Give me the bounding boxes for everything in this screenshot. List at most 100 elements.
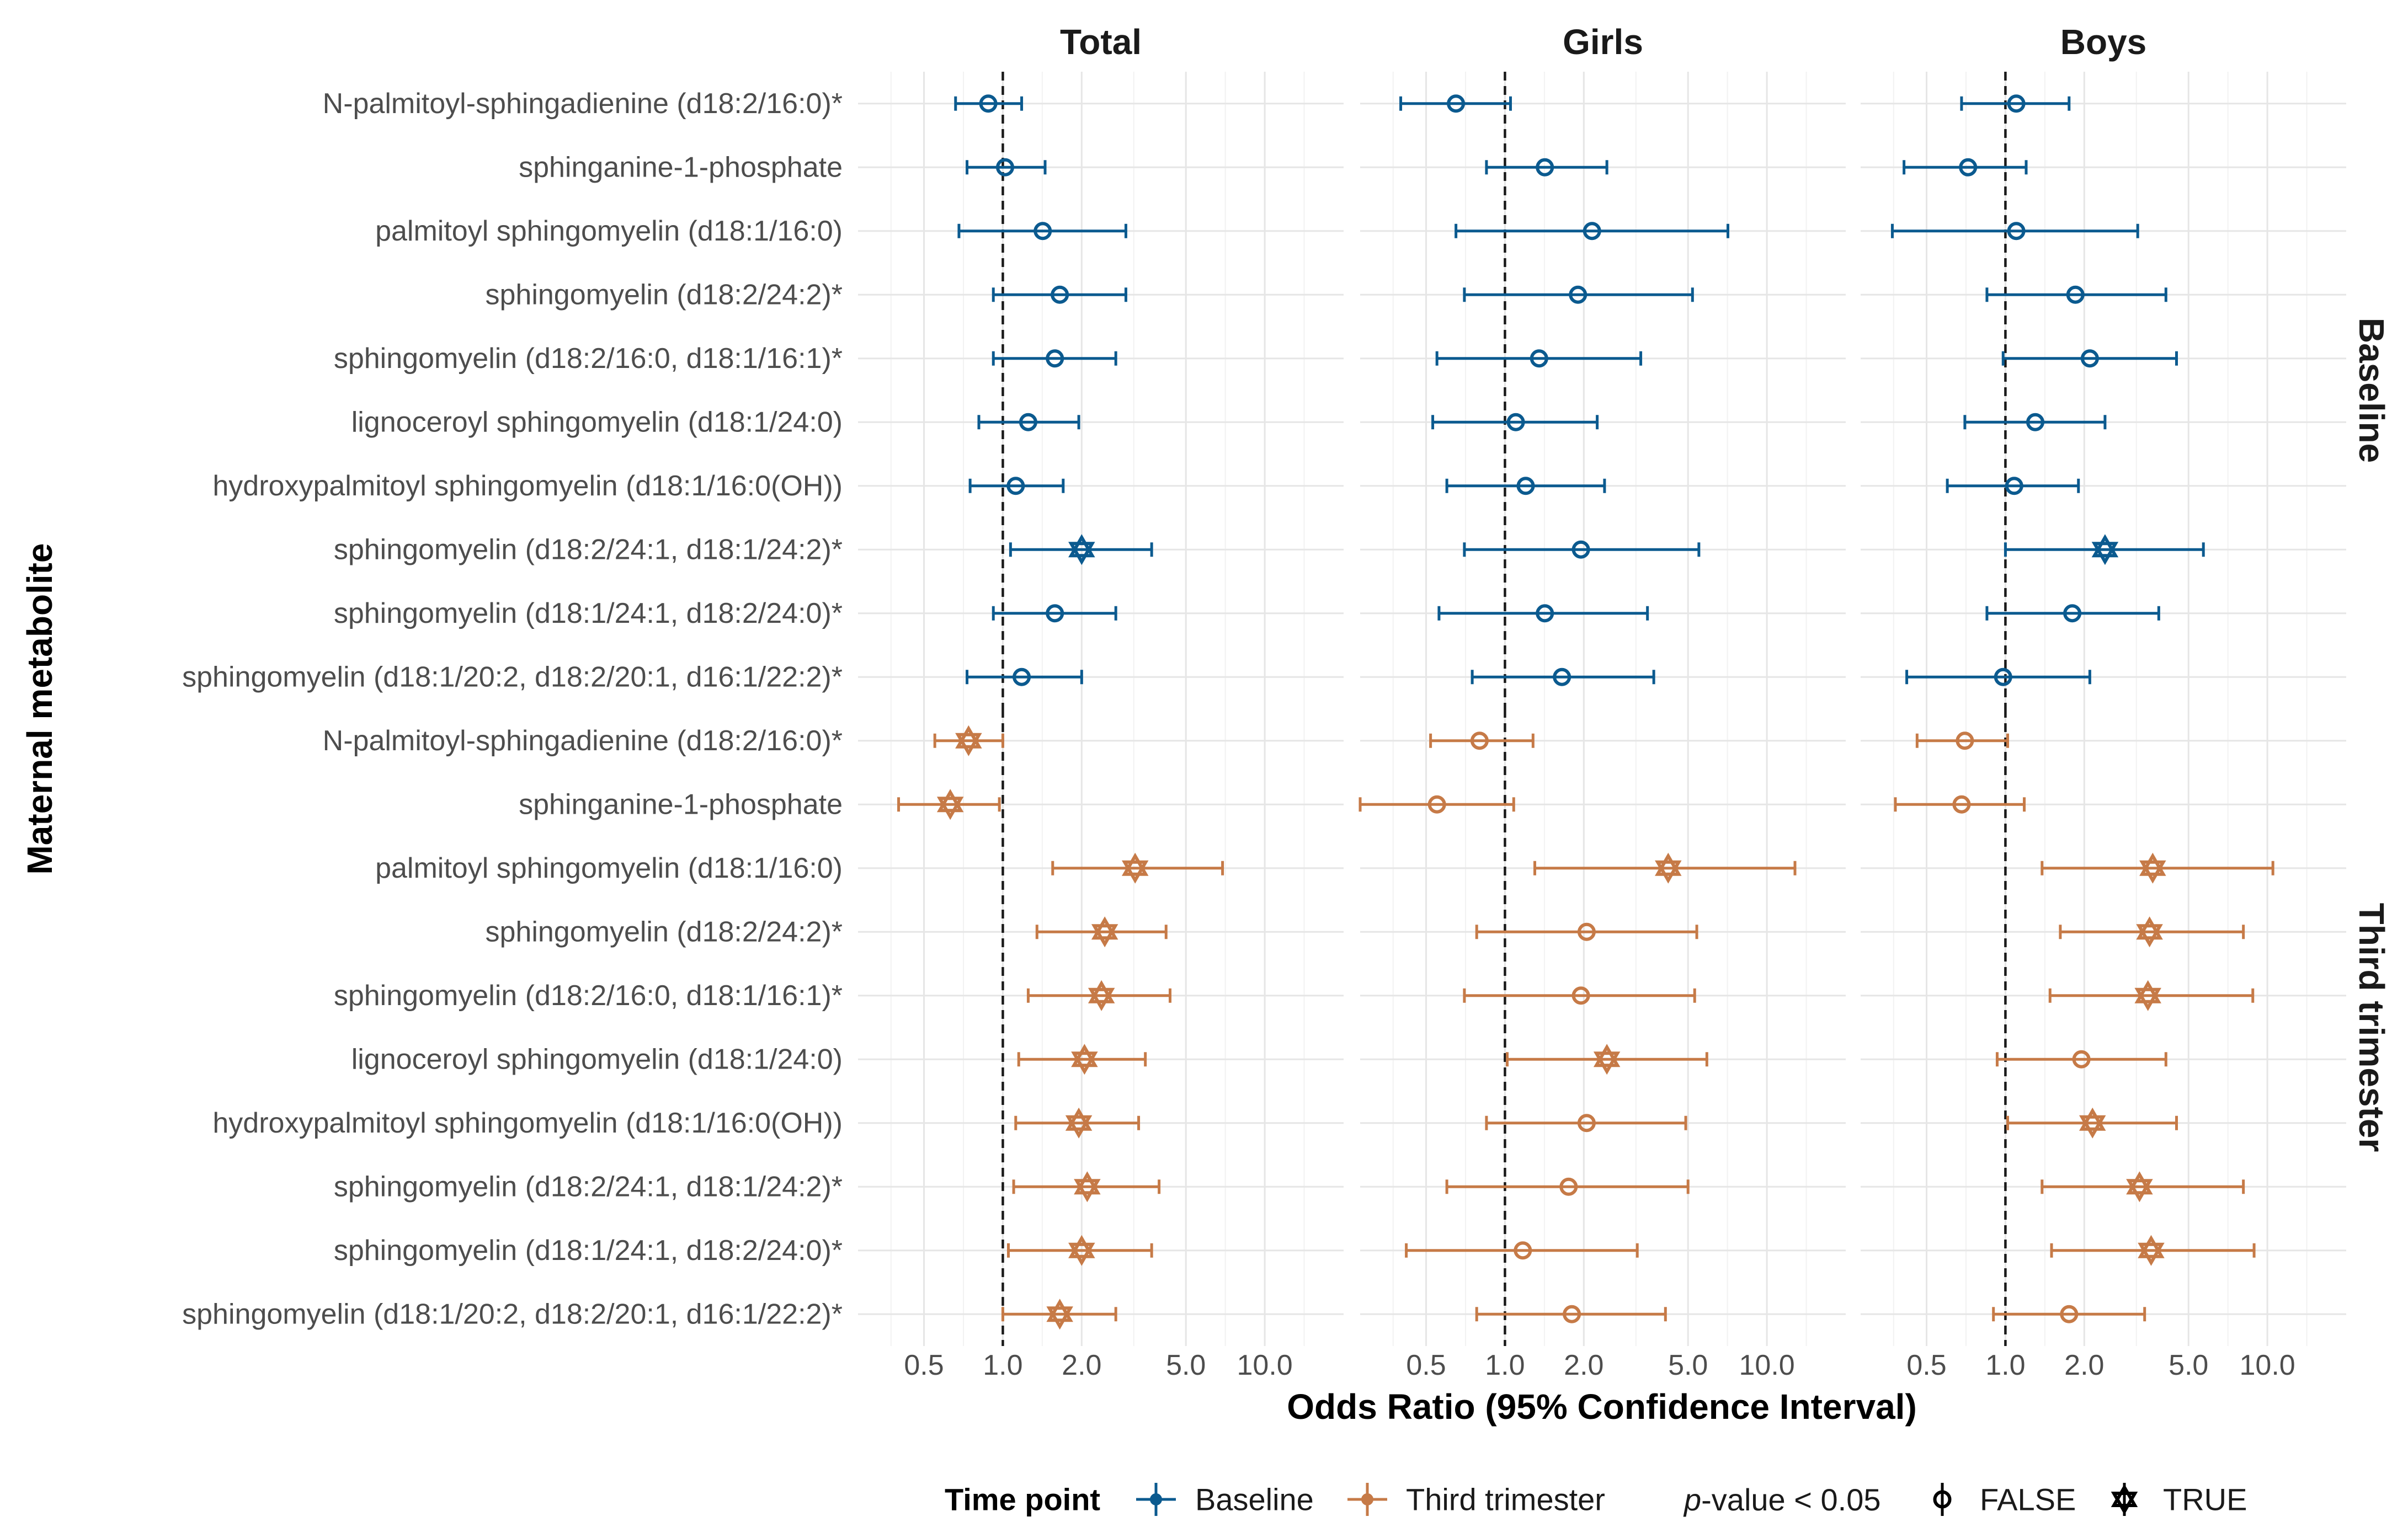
point-marker-star-down: [2079, 1115, 2106, 1139]
data-point-third-trimester-total-4: [1035, 916, 1168, 948]
point-marker: [1577, 1114, 1596, 1133]
x-tick-label: 10.0: [2239, 1349, 2295, 1381]
x-tick-label: 0.5: [1406, 1349, 1446, 1381]
y-tick-label: sphingomyelin (d18:2/16:0, d18:1/16:1)*: [334, 980, 843, 1012]
y-tick-label: sphingomyelin (d18:1/20:2, d18:2/20:1, d…: [182, 1298, 843, 1330]
data-point-baseline-total-7: [968, 477, 1065, 495]
data-point-third-trimester-girls-9: [1405, 1241, 1639, 1260]
data-point-baseline-girls-8: [1463, 540, 1701, 559]
point-marker-star-down: [1655, 860, 1682, 884]
point-marker: [1571, 540, 1590, 559]
point-marker-star-down: [955, 733, 982, 756]
point-marker-star-up: [2134, 980, 2161, 1003]
data-point-baseline-girls-2: [1485, 158, 1608, 177]
point-marker-star-up: [1065, 1107, 1093, 1131]
point-marker: [1470, 731, 1489, 750]
data-point-third-trimester-boys-1: [1915, 731, 2010, 750]
x-axis-title: Odds Ratio (95% Confidence Interval): [1287, 1387, 1917, 1427]
data-point-baseline-total-6: [977, 413, 1080, 431]
legend-label-baseline: Baseline: [1195, 1482, 1314, 1517]
y-tick-label: palmitoyl sphingomyelin (d18:1/16:0): [375, 215, 843, 247]
data-point-baseline-girls-5: [1435, 349, 1643, 368]
point-marker: [1959, 158, 1978, 177]
y-tick-label: palmitoyl sphingomyelin (d18:1/16:0): [375, 852, 843, 884]
legend-title-time-point: Time point: [945, 1482, 1100, 1517]
data-point-baseline-girls-10: [1471, 667, 1655, 686]
point-marker-star-down: [1074, 1179, 1101, 1203]
data-point-baseline-boys-9: [1985, 604, 2160, 623]
row-strip-label-third-trimester: Third trimester: [2352, 903, 2391, 1152]
data-point-baseline-boys-4: [1985, 285, 2167, 304]
point-marker: [1569, 285, 1587, 304]
legend-key-third-trimester: [1347, 1483, 1387, 1516]
point-marker: [2072, 1050, 2091, 1069]
data-point-baseline-boys-3: [1890, 222, 2139, 241]
data-point-baseline-total-9: [992, 604, 1117, 623]
point-marker-star-down: [2091, 542, 2119, 565]
point-marker-star-down: [1121, 860, 1149, 884]
data-point-baseline-boys-8: [2004, 534, 2205, 565]
legend-title-p-rest: -value < 0.05: [1701, 1482, 1880, 1517]
data-point-third-trimester-girls-3: [1533, 852, 1797, 884]
data-point-third-trimester-boys-7: [2006, 1107, 2178, 1139]
data-point-baseline-total-1: [954, 94, 1024, 113]
data-point-baseline-total-5: [992, 349, 1117, 368]
legend-key-true: [2111, 1483, 2138, 1516]
point-marker-star-up: [2111, 1483, 2138, 1507]
data-point-third-trimester-boys-6: [1995, 1050, 2167, 1069]
data-point-baseline-boys-7: [1946, 477, 2080, 495]
y-tick-label: N-palmitoyl-sphingadienine (d18:2/16:0)*: [323, 88, 843, 120]
point-marker-star-up: [1068, 1235, 1095, 1258]
point-marker: [1516, 477, 1535, 495]
data-point-baseline-boys-2: [1903, 158, 2028, 177]
x-tick-label: 2.0: [2064, 1349, 2104, 1381]
data-point-third-trimester-total-6: [1017, 1044, 1147, 1075]
point-marker-star-up: [2079, 1107, 2106, 1131]
point-marker-star-down: [2126, 1179, 2153, 1203]
x-tick-label: 10.0: [1739, 1349, 1794, 1381]
point-marker: [1559, 1177, 1578, 1196]
data-point-third-trimester-girls-1: [1429, 731, 1535, 750]
data-point-third-trimester-total-9: [1006, 1235, 1153, 1266]
data-point-third-trimester-girls-8: [1445, 1177, 1690, 1196]
x-tick-label: 1.0: [983, 1349, 1022, 1381]
point-marker-star-down: [1593, 1051, 1621, 1075]
point-marker: [1033, 222, 1052, 241]
point-marker: [1514, 1241, 1532, 1260]
data-point-third-trimester-boys-5: [2048, 980, 2255, 1011]
point-marker: [2005, 477, 2023, 495]
point-marker: [1952, 795, 1971, 814]
data-point-baseline-girls-7: [1445, 477, 1606, 495]
x-tick-label: 5.0: [1166, 1349, 1206, 1381]
point-marker-star-down: [936, 797, 964, 820]
point-marker-star-down: [1068, 1242, 1095, 1266]
point-marker-star-down: [1065, 1115, 1093, 1139]
data-point-baseline-boys-10: [1905, 667, 2091, 686]
point-marker-star-up: [2139, 852, 2166, 876]
x-tick-label: 2.0: [1062, 1349, 1101, 1381]
point-marker: [1427, 795, 1446, 814]
point-marker: [1447, 94, 1466, 113]
legend-key-dot: [1150, 1493, 1162, 1505]
data-point-third-trimester-boys-9: [2050, 1235, 2256, 1266]
point-marker-star-up: [2126, 1171, 2153, 1195]
point-marker: [2080, 349, 2099, 368]
point-marker-star-down: [1046, 1306, 1073, 1330]
point-marker: [1536, 158, 1554, 177]
data-point-baseline-total-8: [1009, 534, 1153, 565]
point-marker-star-down: [1088, 987, 1115, 1011]
y-tick-label: sphingomyelin (d18:2/24:2)*: [485, 279, 843, 311]
point-marker: [1563, 1305, 1581, 1323]
data-point-third-trimester-total-7: [1014, 1107, 1141, 1139]
point-marker: [2007, 222, 2026, 241]
point-marker-star-up: [936, 789, 964, 813]
y-tick-label: hydroxypalmitoyl sphingomyelin (d18:1/16…: [212, 470, 843, 502]
data-point-third-trimester-girls-5: [1463, 986, 1696, 1005]
legend-key-dot: [1361, 1493, 1373, 1505]
legend-label-third-trimester: Third trimester: [1406, 1482, 1605, 1517]
column-strip-label-girls: Girls: [1563, 22, 1643, 62]
legend-label-true: TRUE: [2163, 1482, 2247, 1517]
point-marker-star-down: [2136, 924, 2163, 948]
point-marker: [1013, 667, 1031, 686]
